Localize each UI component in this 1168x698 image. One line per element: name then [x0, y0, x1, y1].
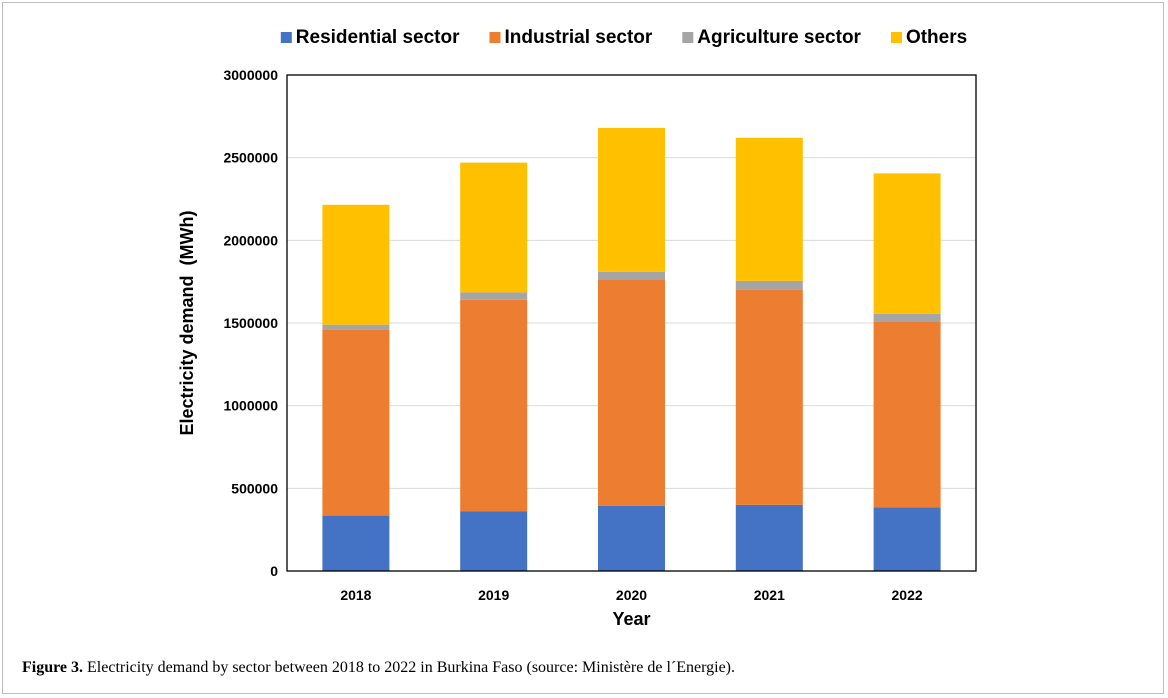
legend-item: Agriculture sector: [682, 27, 862, 48]
x-tick-label: 2020: [616, 587, 647, 603]
legend-item: Residential sector: [280, 27, 460, 48]
chart-bars: [322, 127, 941, 571]
legend-label: Residential sector: [296, 27, 460, 48]
y-tick-labels: 0 500000 1000000 1500000 2000000 2500000 30000…: [223, 67, 278, 579]
bar-segment-agriculture-sector-2022: [873, 313, 941, 322]
legend-label: Others: [906, 27, 967, 48]
y-axis-title: Electricity demand (MWh): [177, 210, 197, 435]
x-tick-label: 2022: [892, 587, 923, 603]
legend-label: Industrial sector: [504, 27, 652, 48]
bar-segment-others-2019: [460, 162, 528, 293]
legend-swatch: [280, 32, 292, 43]
y-tick-label: 0: [270, 563, 278, 579]
bar-segment-residential-sector-2020: [598, 505, 665, 571]
legend-label: Agriculture sector: [697, 27, 861, 48]
chart-axes: [286, 74, 977, 572]
bar-segment-residential-sector-2022: [873, 507, 941, 571]
bar-segment-others-2021: [735, 137, 803, 281]
bar-segment-agriculture-sector-2019: [460, 292, 528, 300]
y-tick-label: 3000000: [223, 67, 278, 83]
x-axis-title: Year: [612, 609, 650, 629]
bar-segment-industrial-sector-2019: [460, 299, 528, 512]
y-tick-label: 1000000: [223, 398, 278, 414]
x-tick-label: 2018: [340, 587, 371, 603]
bar-segment-others-2022: [873, 173, 941, 314]
caption-text: Electricity demand by sector between 201…: [87, 659, 735, 676]
legend-swatch: [682, 32, 694, 43]
bar-segment-industrial-sector-2021: [735, 289, 803, 505]
x-tick-labels: 2018 2019 2020 2021 2022: [340, 587, 923, 603]
x-tick-label: 2019: [478, 587, 509, 603]
bar-segment-industrial-sector-2022: [873, 321, 941, 508]
y-tick-label: 1500000: [223, 315, 278, 331]
bar-segment-others-2018: [322, 204, 390, 325]
bar-segment-others-2020: [598, 127, 665, 272]
bar-segment-residential-sector-2018: [322, 515, 390, 571]
caption-label: Figure 3.: [22, 659, 84, 676]
bar-segment-residential-sector-2019: [460, 511, 528, 571]
x-tick-label: 2021: [754, 587, 785, 603]
legend-item: Industrial sector: [489, 27, 653, 48]
y-tick-label: 2000000: [223, 232, 278, 248]
bar-segment-industrial-sector-2018: [322, 329, 390, 516]
bar-segment-industrial-sector-2020: [598, 279, 665, 506]
chart-legend: Residential sector Industrial sector Agric…: [280, 27, 967, 48]
y-tick-label: 500000: [231, 480, 278, 496]
y-tick-label: 2500000: [223, 150, 278, 166]
bar-segment-agriculture-sector-2021: [735, 280, 803, 290]
bar-segment-agriculture-sector-2020: [598, 271, 665, 280]
legend-swatch: [489, 32, 501, 43]
bar-segment-residential-sector-2021: [735, 504, 803, 571]
legend-swatch: [890, 32, 902, 43]
bar-segment-agriculture-sector-2018: [322, 324, 390, 330]
legend-item: Others: [890, 27, 967, 48]
figure-caption: Figure 3. Electricity demand by sector b…: [22, 659, 735, 677]
plot-frame: [286, 74, 977, 572]
